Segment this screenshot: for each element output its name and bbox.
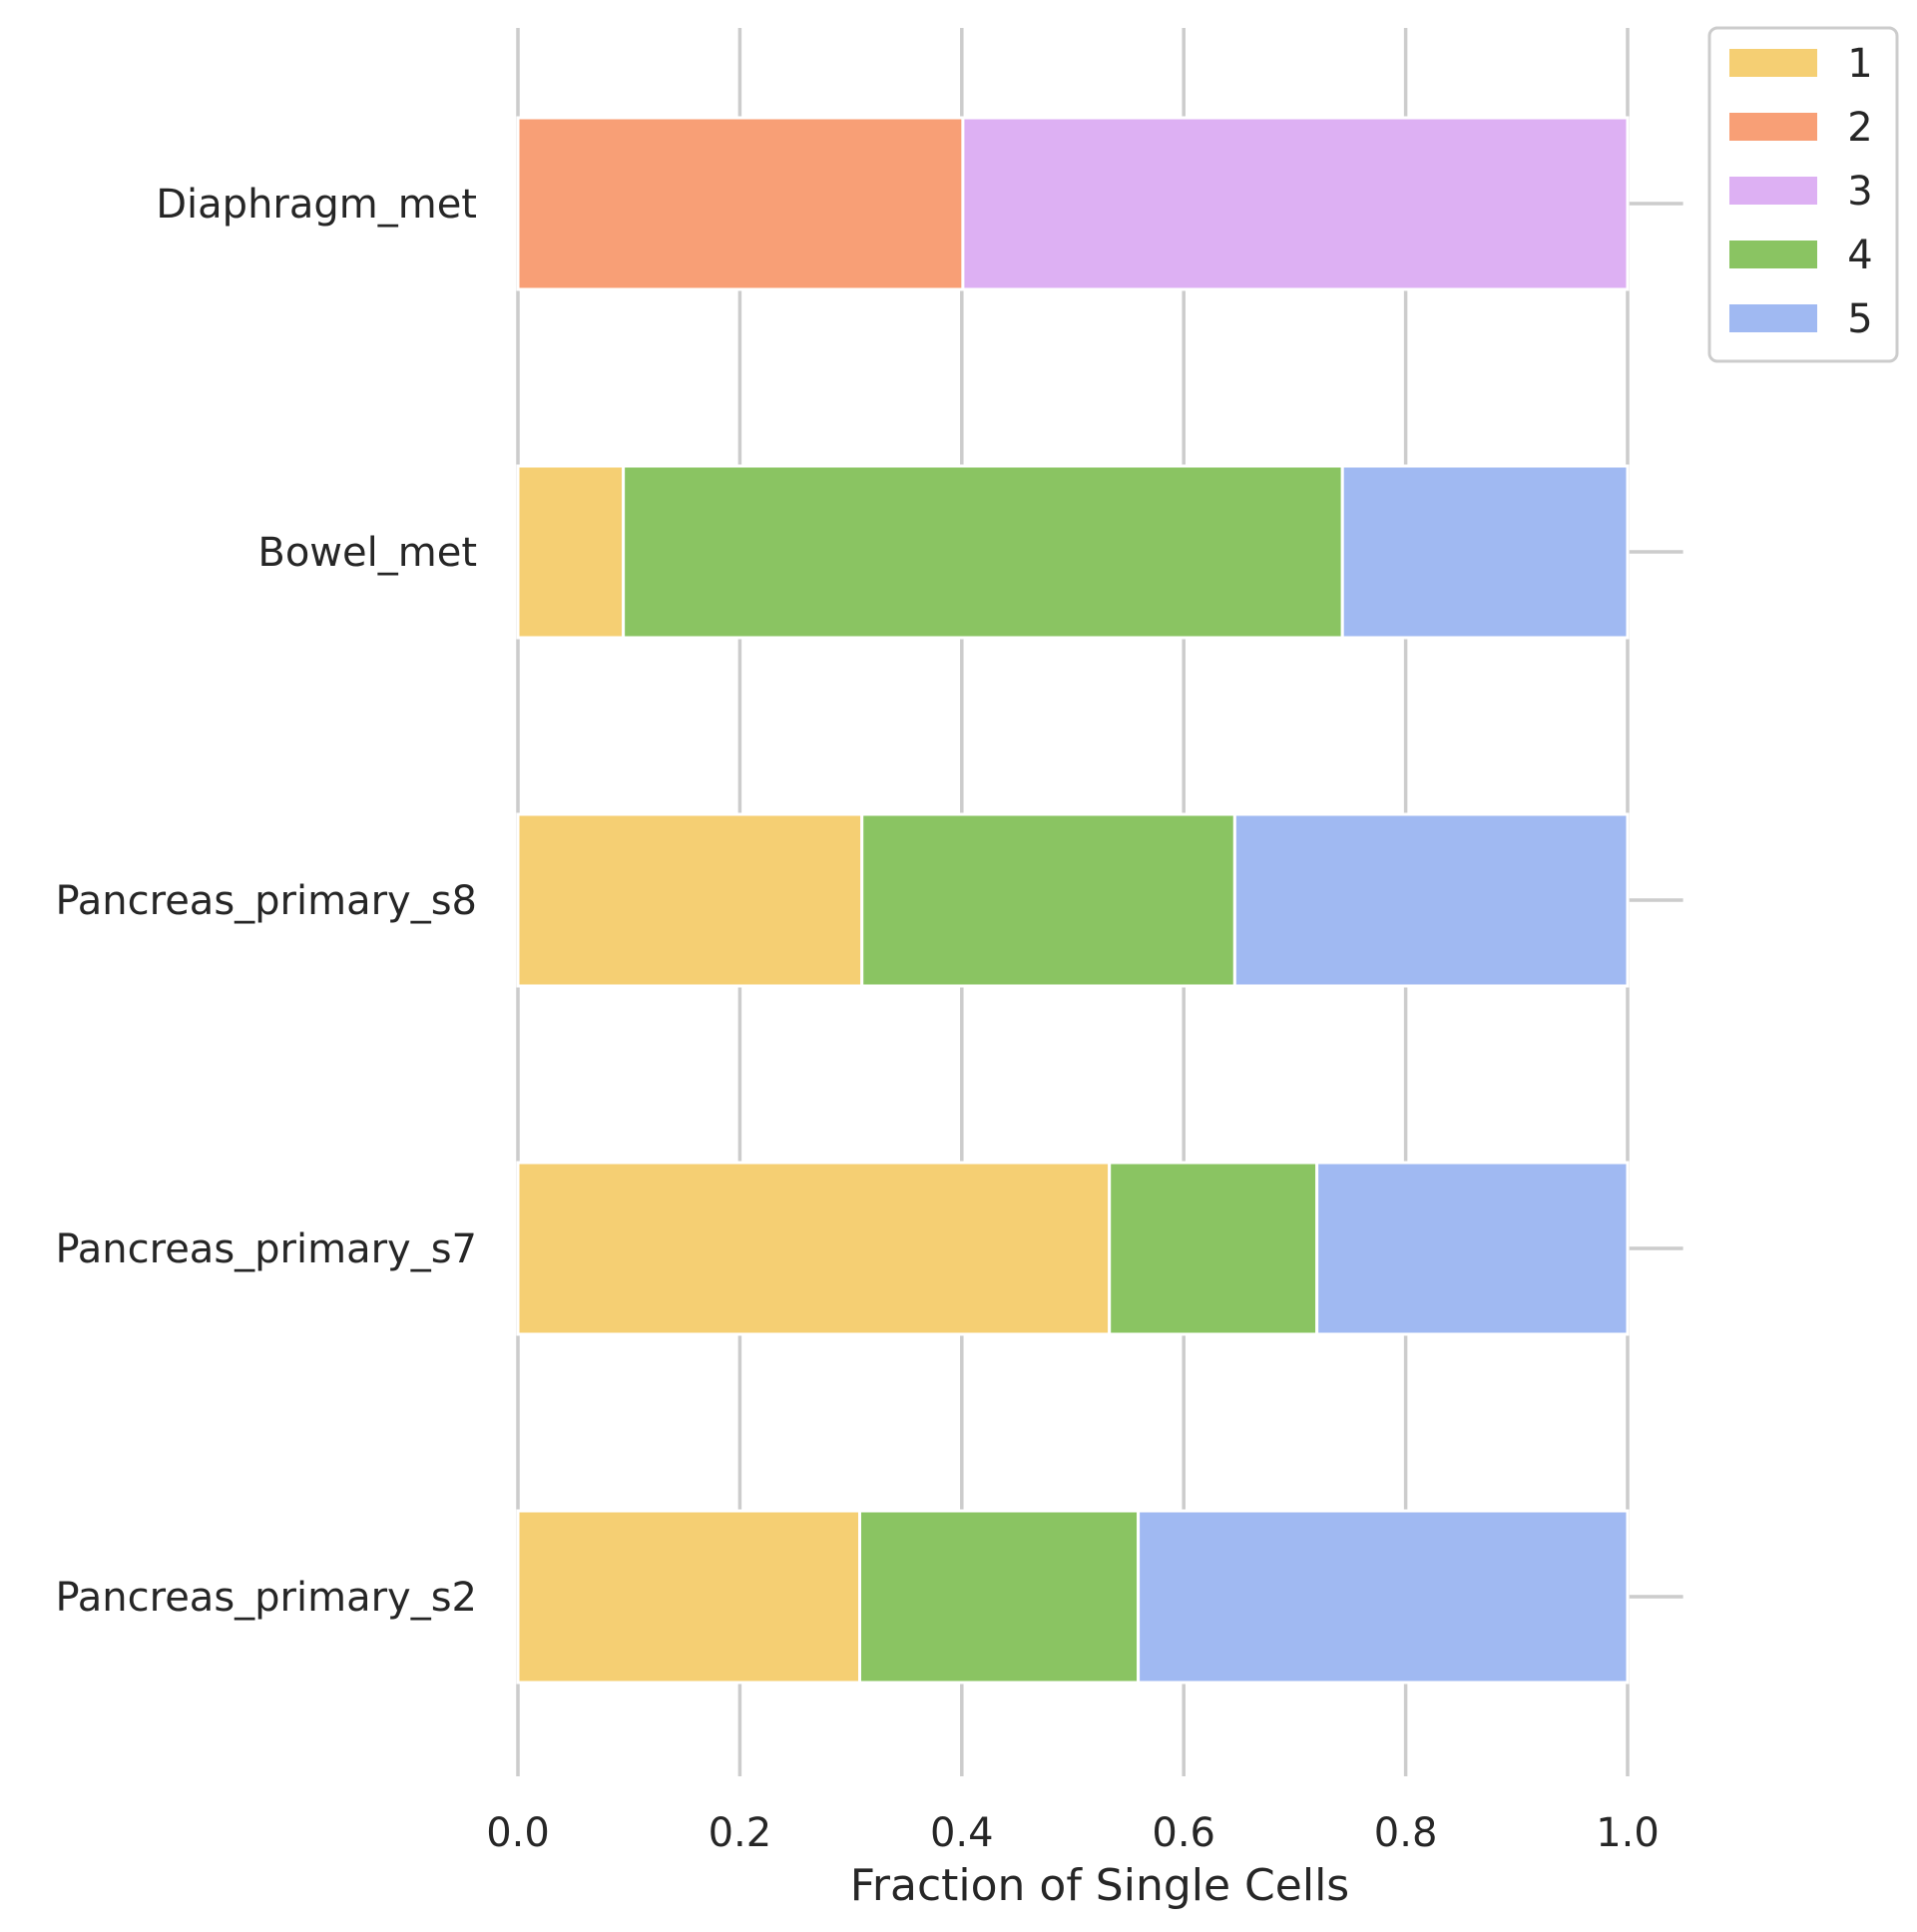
x-tick-label: 0.8 (1374, 1810, 1438, 1856)
x-tick-label: 0.4 (930, 1810, 994, 1856)
y-tick-label: Diaphragm_met (156, 182, 477, 228)
bar-segment (622, 464, 1344, 640)
x-axis-label: Fraction of Single Cells (850, 1860, 1349, 1911)
legend: 1 2 3 4 5 (1707, 26, 1899, 363)
bar-segment (1108, 1161, 1319, 1336)
bar-segment (1315, 1161, 1630, 1336)
legend-swatch (1729, 113, 1817, 141)
bar-segment (516, 1509, 861, 1685)
legend-swatch (1729, 241, 1817, 268)
legend-label: 4 (1847, 233, 1872, 278)
bar-segment (857, 1509, 1141, 1685)
y-tick-labels: Diaphragm_met Bowel_met Pancreas_primary_s… (55, 182, 477, 1621)
legend-label: 5 (1847, 296, 1872, 342)
x-tick-label: 0.0 (486, 1810, 550, 1856)
legend-label: 1 (1847, 41, 1872, 87)
legend-label: 2 (1847, 105, 1872, 151)
legend-swatch (1729, 49, 1817, 77)
bar-segment (961, 116, 1630, 291)
y-tick-label: Bowel_met (257, 530, 477, 576)
y-tick-label: Pancreas_primary_s2 (55, 1575, 477, 1621)
bar-segment (860, 812, 1236, 988)
legend-swatch (1729, 177, 1817, 205)
x-tick-label: 0.2 (709, 1810, 772, 1856)
bar-segment (1340, 464, 1630, 640)
bar-segment (516, 1161, 1112, 1336)
legend-swatch (1729, 304, 1817, 332)
x-tick-labels: 0.0 0.2 0.4 0.6 0.8 1.0 (486, 1810, 1660, 1856)
bar-segment (516, 464, 626, 640)
bar-segment (1232, 812, 1630, 988)
x-tick-label: 0.6 (1152, 1810, 1215, 1856)
legend-label: 3 (1847, 169, 1872, 215)
bar-segment (1137, 1509, 1630, 1685)
y-tick-label: Pancreas_primary_s8 (55, 878, 477, 924)
bar-segment (516, 812, 864, 988)
bars (516, 116, 1630, 1685)
y-tick-label: Pancreas_primary_s7 (55, 1226, 477, 1272)
x-tick-label: 1.0 (1596, 1810, 1660, 1856)
bar-segment (516, 116, 965, 291)
